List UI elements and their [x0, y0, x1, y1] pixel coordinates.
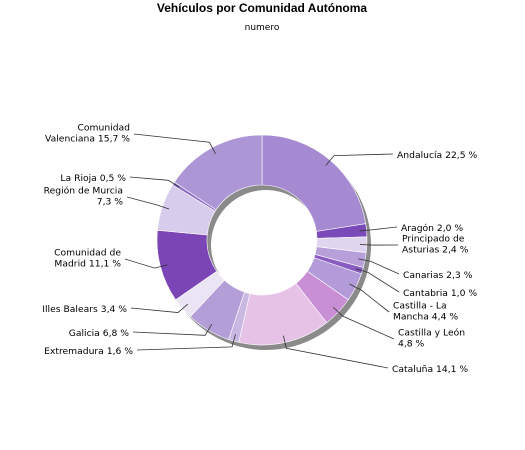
leader-extremadura: [136, 334, 236, 351]
label-castilla-y-leon: Castilla y León 4,8 %: [398, 328, 465, 350]
label-comunidad-valenciana: Comunidad Valenciana 15,7 %: [45, 123, 130, 145]
label-region-de-murcia: Región de Murcia 7,3 %: [44, 186, 124, 208]
label-la-rioja: La Rioja 0,5 %: [60, 173, 126, 184]
leader-region-de-murcia: [126, 196, 170, 210]
leader-galicia: [132, 323, 213, 336]
leader-comunidad-de-madrid: [124, 258, 168, 269]
label-illes-balears: Illes Balears 3,4 %: [42, 304, 127, 315]
label-galicia: Galicia 6,8 %: [69, 328, 130, 339]
chart-subtitle: numero: [245, 23, 280, 33]
label-aragon: Aragón 2,0 %: [401, 223, 463, 234]
label-cantabria: Cantabria 1,0 %: [403, 288, 477, 299]
leader-lines: [124, 133, 400, 369]
leader-castilla-y-leon: [333, 306, 395, 340]
donut-slices: [156, 134, 368, 346]
leader-cataluna: [283, 335, 389, 369]
label-extremadura: Extremadura 1,6 %: [44, 346, 133, 357]
label-castilla-la-mancha: Castilla - La Mancha 4,4 %: [393, 301, 458, 323]
leader-illes-balears: [130, 303, 189, 313]
leader-andalucia: [325, 153, 394, 166]
slice-comunidad-valenciana: [173, 134, 263, 211]
leader-comunidad-valenciana: [133, 133, 216, 154]
label-principado-de-asturias: Principado de Asturias 2,4 %: [402, 234, 469, 256]
leader-aragon: [359, 226, 398, 232]
leader-la-rioja: [129, 176, 180, 188]
chart-title: Vehículos por Comunidad Autónoma: [157, 1, 368, 15]
leader-canarias: [358, 258, 400, 275]
slice-labels: Andalucía 22,5 % Aragón 2,0 %Principado d…: [42, 123, 477, 376]
label-canarias: Canarias 2,3 %: [403, 270, 473, 281]
label-comunidad-de-madrid: Comunidad de Madrid 11,1 %: [54, 248, 121, 270]
slice-andalucia: [261, 134, 367, 232]
leader-principado-de-asturias: [359, 244, 399, 246]
leader-castilla-la-mancha: [349, 283, 390, 313]
label-cataluna: Cataluña 14,1 %: [392, 364, 468, 375]
label-andalucia: Andalucía 22,5 %: [397, 150, 477, 161]
leader-cantabria: [355, 268, 400, 293]
